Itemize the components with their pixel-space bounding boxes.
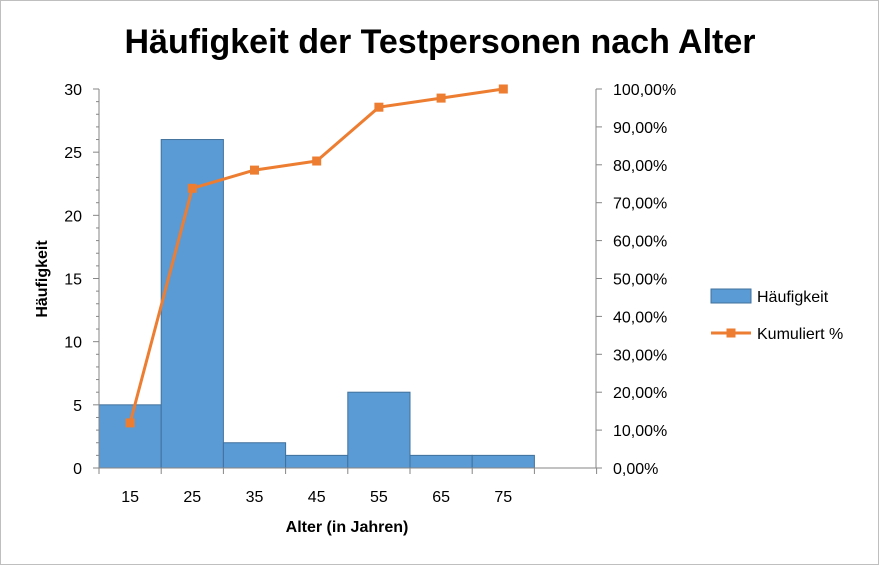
y-tick-label: 20	[64, 208, 82, 225]
y-tick-label: 30	[64, 82, 82, 99]
marker-15	[125, 418, 135, 428]
x-tick-label: 75	[494, 489, 512, 506]
x-tick-label: 45	[308, 489, 326, 506]
legend-label-haeufigkeit: Häufigkeit	[757, 289, 829, 306]
y2-tick-label: 40,00%	[613, 309, 667, 326]
legend: Häufigkeit Kumuliert %	[710, 288, 843, 343]
y2-tick-label: 0,00%	[613, 461, 658, 478]
y2-tick-label: 70,00%	[613, 196, 667, 213]
marker-45	[312, 156, 322, 166]
y2-tick-label: 20,00%	[613, 385, 667, 402]
x-tick-label: 65	[432, 489, 450, 506]
bar-35	[222, 442, 287, 469]
legend-marker-kumuliert	[726, 328, 736, 338]
bar-series	[98, 139, 535, 469]
x-tick-label: 35	[246, 489, 264, 506]
x-tick-label: 15	[121, 489, 139, 506]
y2-tick-label: 10,00%	[613, 423, 667, 440]
bar-45	[285, 454, 349, 469]
x-tick-label: 25	[183, 489, 201, 506]
y-tick-label: 15	[64, 272, 82, 289]
y2-tick-label: 80,00%	[613, 158, 667, 175]
x-axis-label: Alter (in Jahren)	[286, 519, 409, 536]
chart-title: Häufigkeit der Testpersonen nach Alter	[124, 23, 755, 61]
y2-tick-label: 90,00%	[613, 120, 667, 137]
y-tick-label: 10	[64, 335, 82, 352]
y2-tick-label: 30,00%	[613, 347, 667, 364]
y2-tick-label: 50,00%	[613, 272, 667, 289]
marker-35	[250, 165, 259, 175]
y-tick-label: 5	[73, 398, 82, 415]
axes: 0 5 10 15 20 25 30 0,00% 10,00% 20,00% 30,00% 40,00…	[64, 82, 676, 506]
y-tick-label: 0	[73, 461, 82, 478]
x-tick-label: 55	[370, 489, 388, 506]
legend-label-kumuliert: Kumuliert %	[757, 326, 843, 343]
y2-tick-label: 100,00%	[613, 82, 676, 99]
bar-15	[98, 404, 162, 469]
bar-65	[409, 454, 473, 469]
bar-75	[471, 454, 535, 469]
bar-55	[347, 391, 411, 469]
marker-55	[374, 102, 384, 112]
y2-tick-label: 60,00%	[613, 234, 667, 251]
marker-75	[498, 84, 508, 94]
marker-65	[436, 93, 446, 103]
bar-25	[160, 139, 224, 469]
marker-25	[187, 183, 197, 193]
y-axis-label: Häufigkeit	[34, 240, 51, 318]
legend-swatch-haeufigkeit	[710, 288, 752, 304]
y-tick-label: 25	[64, 145, 82, 162]
line-series	[125, 84, 508, 428]
